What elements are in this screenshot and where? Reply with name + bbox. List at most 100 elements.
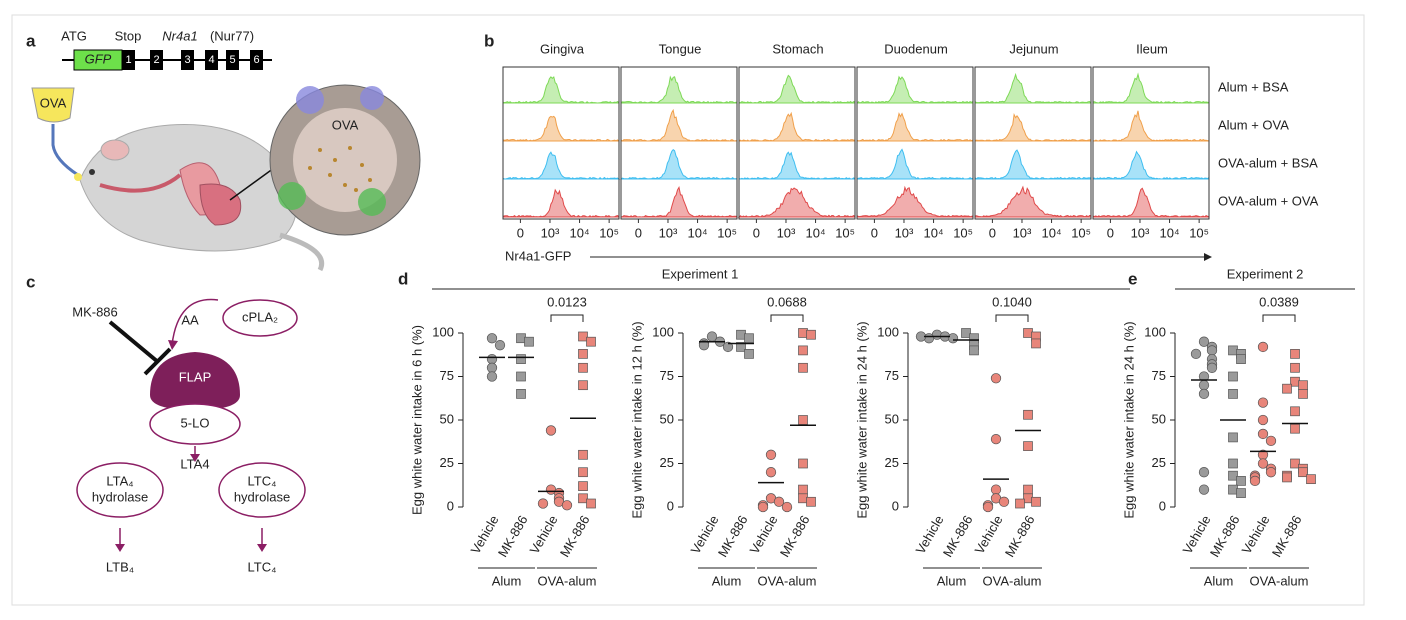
data-point (545, 425, 557, 436)
data-point (765, 467, 777, 478)
y-tick-label: 25 (440, 455, 454, 470)
data-point (1228, 389, 1238, 399)
data-point (578, 380, 588, 391)
exon-label: 6 (253, 54, 259, 66)
group-label: OVA-alum (758, 573, 817, 588)
data-point (1265, 467, 1277, 478)
exon-label: 2 (153, 54, 159, 66)
data-point (1236, 488, 1246, 498)
data-point (486, 353, 498, 365)
y-tick-label: 50 (440, 411, 454, 426)
data-point (1298, 467, 1308, 478)
data-point (1023, 484, 1033, 495)
data-point (561, 500, 573, 511)
x-tick-label: 10⁴ (806, 225, 826, 240)
data-point (982, 501, 994, 513)
inhibitor-bar (143, 347, 172, 376)
data-point (806, 329, 816, 340)
data-point (773, 496, 785, 507)
exon (181, 50, 194, 70)
exon (226, 50, 239, 70)
inhibitor-label: MK-886 (72, 304, 118, 319)
histogram (502, 188, 620, 218)
histogram (856, 185, 974, 218)
lta4h-label: hydrolase (92, 489, 148, 504)
histogram (738, 151, 856, 180)
data-point (1228, 371, 1238, 382)
histogram (974, 149, 1092, 180)
x-tick-label: 10⁵ (953, 225, 973, 240)
y-tick-label: 50 (1152, 411, 1166, 426)
x-tick-label: 0 (753, 225, 760, 240)
x-tick-label: 0 (871, 225, 878, 240)
ltb4-label: LTB₄ (106, 559, 134, 574)
aa-label: AA (181, 312, 199, 327)
data-point (578, 331, 588, 342)
data-point (947, 333, 959, 344)
cpla2-node (222, 299, 298, 337)
data-point (586, 498, 596, 509)
histogram (620, 149, 738, 180)
y-tick-label: 25 (1152, 455, 1166, 470)
condition-label: OVA-alum + BSA (1218, 155, 1318, 170)
data-point (1257, 414, 1269, 426)
aa-arrow (171, 298, 219, 346)
data-point (1228, 458, 1238, 469)
data-point (1249, 475, 1261, 487)
experiment-title: Experiment 2 (1227, 266, 1304, 281)
data-point (1257, 397, 1269, 408)
histogram (738, 111, 856, 142)
significance-bracket (995, 314, 1029, 322)
data-point (578, 349, 588, 359)
group-label: Alum (1204, 573, 1234, 588)
data-point (537, 498, 549, 509)
histogram (1092, 150, 1210, 180)
data-point (486, 362, 498, 373)
atg-label: ATG (61, 28, 87, 43)
exon-label: 5 (229, 54, 235, 66)
y-axis-label: Egg white water intake in 24 h (%) (854, 321, 869, 518)
histogram (856, 148, 974, 180)
y-tick-label: 50 (660, 411, 674, 426)
data-point (1290, 423, 1300, 434)
histogram (737, 187, 856, 218)
x-tick-label: 10⁵ (1071, 225, 1091, 240)
data-point (1228, 470, 1238, 481)
histogram (620, 75, 738, 104)
data-point (494, 340, 506, 351)
data-point (1298, 389, 1308, 399)
x-tick-label: 10⁴ (570, 225, 590, 240)
exon (150, 50, 163, 70)
data-point (698, 340, 710, 351)
data-point (798, 362, 808, 373)
y-tick-label: 100 (1144, 324, 1166, 339)
data-point (1023, 441, 1033, 451)
data-point (486, 333, 498, 344)
data-point (744, 333, 754, 344)
data-point (516, 389, 526, 399)
data-point (1265, 435, 1277, 447)
data-point (1282, 472, 1292, 483)
x-tick-label: 10³ (659, 225, 678, 240)
data-point (1257, 428, 1269, 440)
condition-label: Alum + OVA (1218, 117, 1289, 132)
ltc4h-label: LTC₄ (248, 473, 277, 488)
data-point (578, 449, 588, 460)
data-point (1198, 467, 1210, 478)
data-point (1290, 406, 1300, 417)
y-tick-label: 0 (892, 498, 899, 513)
gfp-label: GFP (85, 51, 112, 66)
intestine-bubble (269, 84, 421, 236)
exon-label: 4 (208, 54, 214, 66)
x-tick-label: 10⁴ (1042, 225, 1062, 240)
exon-label: 1 (125, 54, 131, 66)
data-point (781, 501, 793, 513)
histogram (502, 76, 620, 104)
x-tick-label: 0 (635, 225, 642, 240)
data-point (1228, 432, 1238, 443)
x-tick-label: 10⁴ (688, 225, 708, 240)
stop-label: Stop (115, 28, 142, 43)
y-tick-label: 50 (885, 411, 899, 426)
x-tick-label: 10⁴ (1160, 225, 1180, 240)
